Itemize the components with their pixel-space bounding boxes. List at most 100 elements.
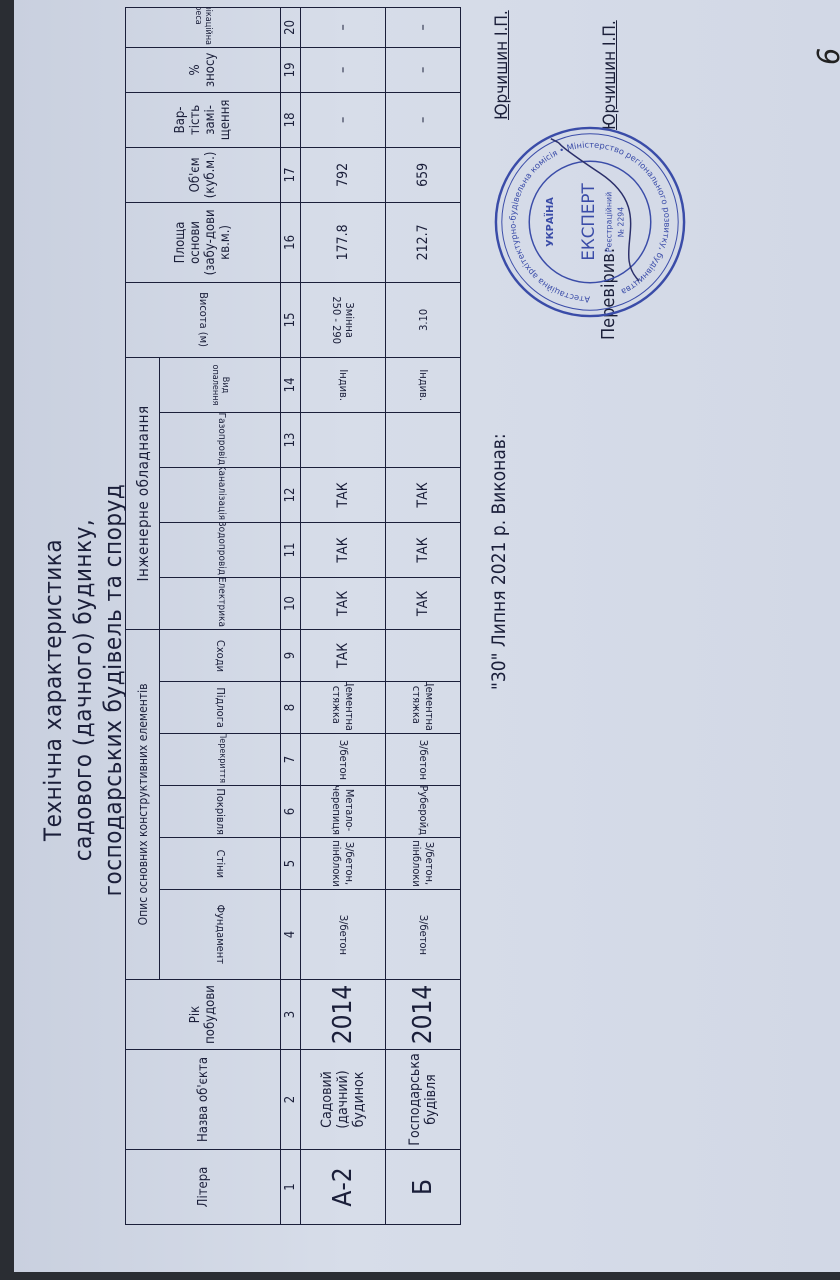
header-area: Площа основи (забу-дови кв.м.) bbox=[125, 202, 281, 283]
header-cost: Вар-тість замі-щення bbox=[125, 92, 281, 148]
document-title: Технічна характеристика садового (дачног… bbox=[38, 430, 128, 950]
cell-cost: – bbox=[385, 92, 461, 148]
cell-wear: – bbox=[300, 47, 386, 93]
cell-gas bbox=[385, 412, 461, 468]
header-address: Ідентифікаційна адреса bbox=[125, 7, 281, 48]
header-stairs: Сходи bbox=[159, 629, 281, 682]
cell-height: Змінна 250 - 290 bbox=[300, 282, 386, 358]
cell-water: ТАК bbox=[385, 522, 461, 578]
col-number: 9 bbox=[280, 629, 301, 682]
col-number: 12 bbox=[280, 467, 301, 523]
cell-wear: – bbox=[385, 47, 461, 93]
cell-slabs: З/бетон bbox=[300, 733, 386, 786]
cell-litera: Б bbox=[385, 1149, 461, 1225]
col-number: 8 bbox=[280, 681, 301, 734]
table-row: А-2 Садовий (дачний) будинок 2014 З/бето… bbox=[300, 7, 386, 1225]
svg-text:УКРАЇНА: УКРАЇНА bbox=[542, 197, 556, 247]
header-wear: % зносу bbox=[125, 47, 281, 93]
cell-cost: – bbox=[300, 92, 386, 148]
header-walls: Стіни bbox=[159, 837, 281, 890]
cell-walls: З/бетон, пінблоки bbox=[300, 837, 386, 890]
title-line-2: садового (дачного) будинку, bbox=[69, 518, 97, 862]
cell-address: – bbox=[385, 7, 461, 48]
cell-height: 3.10 bbox=[385, 282, 461, 358]
cell-year: 2014 bbox=[300, 979, 386, 1050]
cell-walls: З/бетон, пінблоки bbox=[385, 837, 461, 890]
col-number: 16 bbox=[280, 202, 301, 283]
cell-stairs: ТАК bbox=[300, 629, 386, 682]
cell-area: 212.7 bbox=[385, 202, 461, 283]
header-year: Рік побудови bbox=[125, 979, 281, 1050]
col-number: 2 bbox=[280, 1049, 301, 1150]
page-number: 6 bbox=[812, 48, 840, 65]
cell-gas bbox=[300, 412, 386, 468]
col-number: 19 bbox=[280, 47, 301, 93]
checker-name: Юрчишин І.П. bbox=[600, 20, 620, 130]
cell-roof: Руберойд bbox=[385, 785, 461, 838]
header-electricity: Електрика bbox=[159, 577, 281, 630]
cell-foundation: З/бетон bbox=[385, 889, 461, 980]
cell-slabs: З/бетон bbox=[385, 733, 461, 786]
cell-floor: Цементна стяжка bbox=[385, 681, 461, 734]
cell-litera: А-2 bbox=[300, 1149, 386, 1225]
cell-floor: Цементна стяжка bbox=[300, 681, 386, 734]
cell-year: 2014 bbox=[385, 979, 461, 1050]
col-number: 14 bbox=[280, 357, 301, 413]
header-heating: Вид опалення bbox=[159, 357, 281, 413]
performer-name: Юрчишин І.П. bbox=[492, 10, 512, 120]
expert-stamp-icon: Атестаційна архітектурно-будівельна комі… bbox=[494, 126, 686, 318]
header-gas: Газопровід bbox=[159, 412, 281, 468]
cell-address: – bbox=[300, 7, 386, 48]
col-number: 13 bbox=[280, 412, 301, 468]
col-number: 6 bbox=[280, 785, 301, 838]
col-number: 7 bbox=[280, 733, 301, 786]
header-water: Водопровід bbox=[159, 522, 281, 578]
svg-text:№ 2294: № 2294 bbox=[616, 207, 625, 238]
title-line-3: господарських будівель та споруд bbox=[99, 483, 127, 897]
col-number: 4 bbox=[280, 889, 301, 980]
header-slabs: Перекриття bbox=[159, 733, 281, 786]
group-header-structural: Опис основних конструктивних елементів bbox=[125, 629, 160, 980]
date-performed-line: "30" Липня 2021 р. Виконав: bbox=[488, 433, 510, 690]
header-sewer: Каналізація bbox=[159, 467, 281, 523]
col-number: 10 bbox=[280, 577, 301, 630]
col-number: 11 bbox=[280, 522, 301, 578]
paper-sheet bbox=[14, 0, 840, 1272]
cell-stairs bbox=[385, 629, 461, 682]
header-foundation: Фундамент bbox=[159, 889, 281, 980]
group-header-engineering: Інженерне обладнання bbox=[125, 357, 160, 630]
header-height: Висота (м) bbox=[125, 282, 281, 358]
cell-foundation: З/бетон bbox=[300, 889, 386, 980]
title-line-1: Технічна характеристика bbox=[39, 538, 67, 842]
cell-name: Господарська будівля bbox=[385, 1049, 461, 1150]
col-number: 15 bbox=[280, 282, 301, 358]
cell-volume: 659 bbox=[385, 147, 461, 203]
cell-electricity: ТАК bbox=[385, 577, 461, 630]
cell-area: 177.8 bbox=[300, 202, 386, 283]
cell-sewer: ТАК bbox=[385, 467, 461, 523]
col-number: 20 bbox=[280, 7, 301, 48]
header-litera: Літера bbox=[125, 1149, 281, 1225]
cell-water: ТАК bbox=[300, 522, 386, 578]
header-name: Назва об'єкта bbox=[125, 1049, 281, 1150]
col-number: 3 bbox=[280, 979, 301, 1050]
header-floor: Підлога bbox=[159, 681, 281, 734]
header-volume: Об'єм (куб.м.) bbox=[125, 147, 281, 203]
column-number-row: 1 2 3 4 5 6 7 8 9 10 11 12 13 14 15 16 1… bbox=[280, 7, 301, 1225]
cell-sewer: ТАК bbox=[300, 467, 386, 523]
cell-heating: Індив. bbox=[385, 357, 461, 413]
cell-name: Садовий (дачний) будинок bbox=[300, 1049, 386, 1150]
cell-heating: Індив. bbox=[300, 357, 386, 413]
col-number: 17 bbox=[280, 147, 301, 203]
col-number: 5 bbox=[280, 837, 301, 890]
cell-volume: 792 bbox=[300, 147, 386, 203]
cell-electricity: ТАК bbox=[300, 577, 386, 630]
cell-roof: Метало-черепиця bbox=[300, 785, 386, 838]
technical-table: Літера Назва об'єкта Рік побудови Опис о… bbox=[125, 7, 461, 1225]
svg-text:ЕКСПЕРТ: ЕКСПЕРТ bbox=[579, 183, 598, 261]
table-row: Б Господарська будівля 2014 З/бетон З/бе… bbox=[385, 7, 461, 1225]
col-number: 18 bbox=[280, 92, 301, 148]
svg-text:Реєстраційний: Реєстраційний bbox=[605, 192, 614, 252]
header-roof: Покрівля bbox=[159, 785, 281, 838]
